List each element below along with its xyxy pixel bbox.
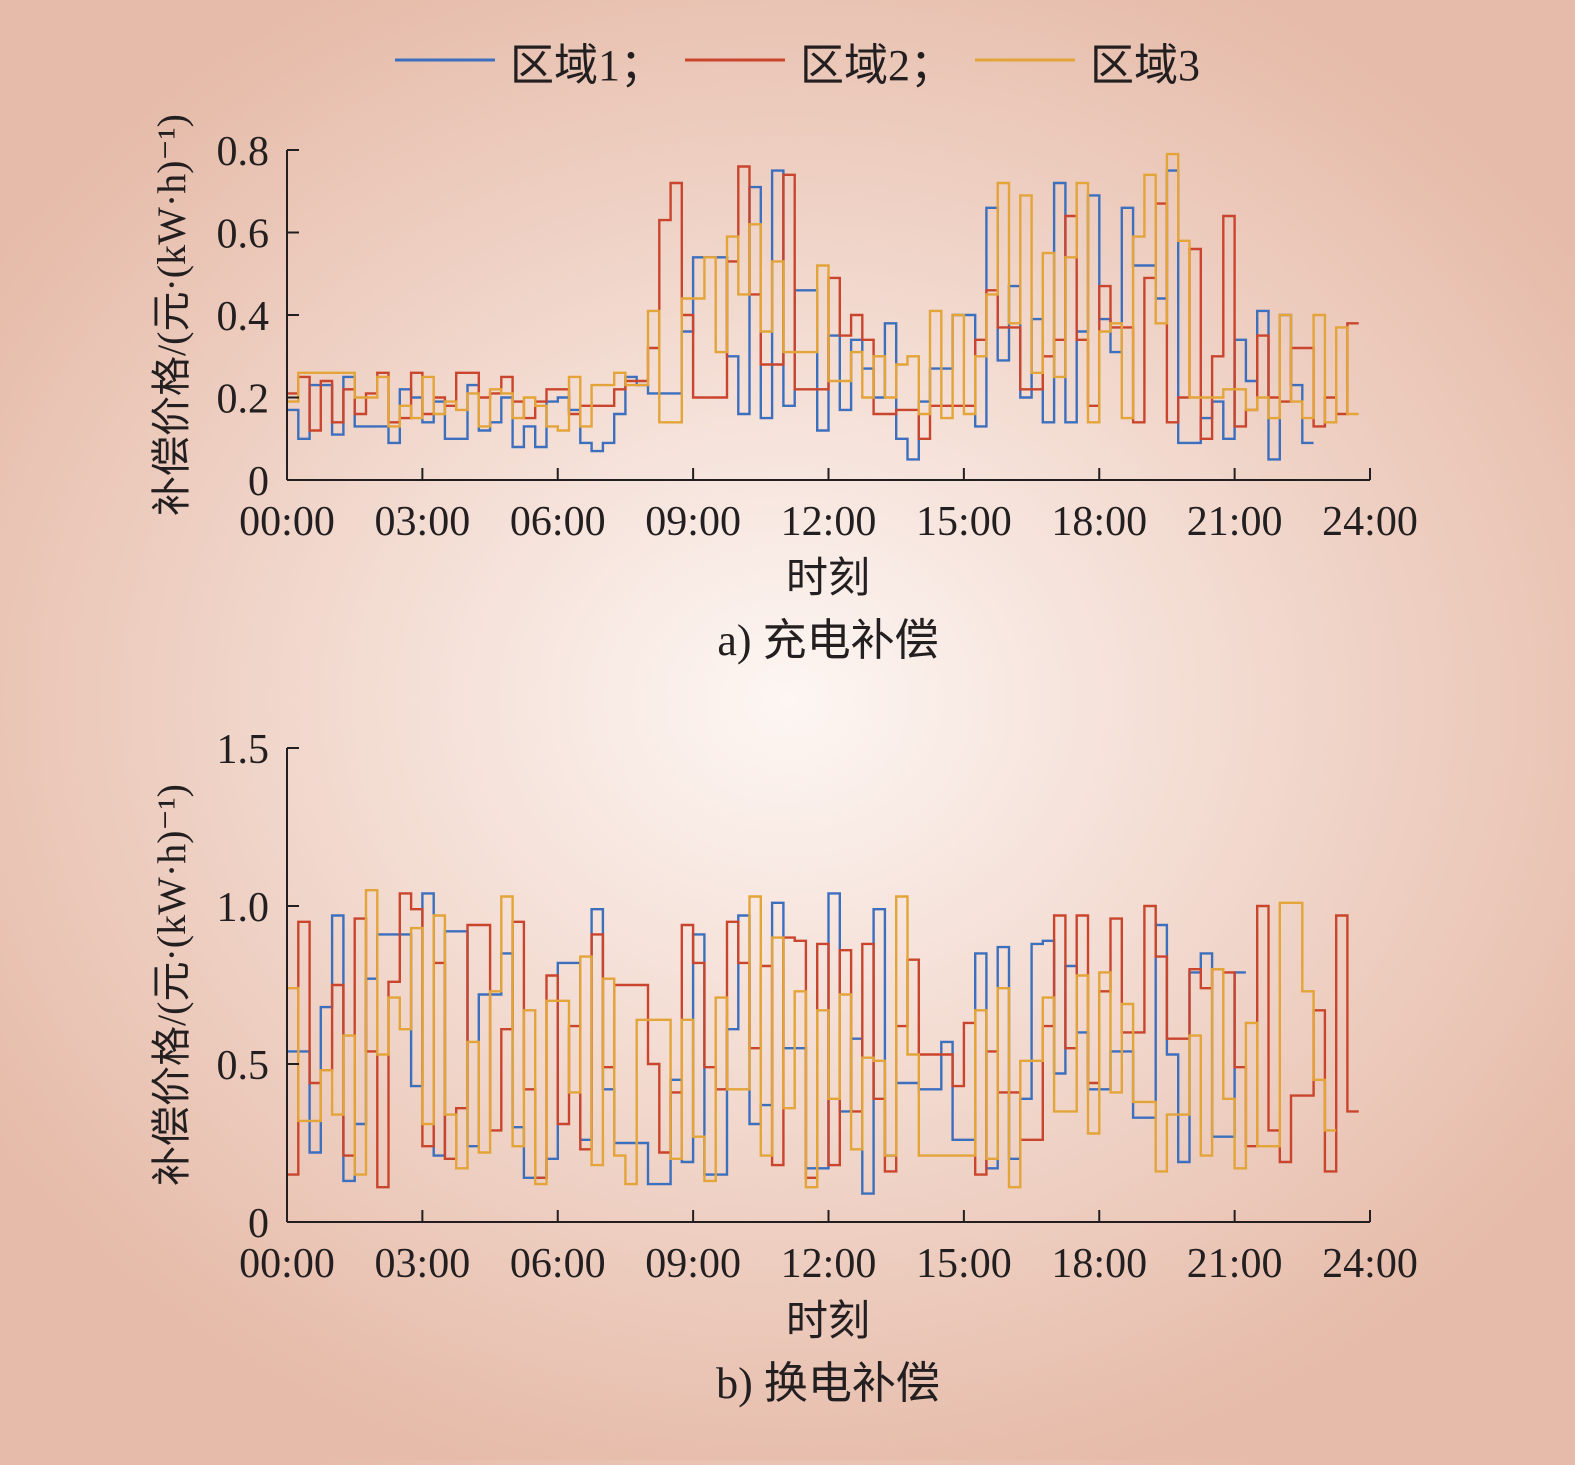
legend-label-region3: 区域3 (1090, 41, 1200, 90)
x-tick-label-swapping: 18:00 (1051, 1241, 1147, 1287)
x-tick-label-swapping: 09:00 (645, 1241, 741, 1287)
tick-labels-swapping: 00:00 03:00 06:00 09:00 12:00 15:00 18:00 21:00… (217, 727, 1418, 1287)
legend: 区域1； 区域2； 区域3 (395, 41, 1200, 90)
y-tick-label-swapping: 0 (248, 1201, 269, 1247)
x-axis-label-charging: 时刻 (786, 556, 870, 602)
y-tick-label-charging: 0.6 (217, 212, 270, 258)
series-layer-charging (287, 152, 1359, 461)
series-line-region1-swapping (287, 892, 1246, 1195)
x-tick-label-charging: 15:00 (916, 499, 1012, 545)
x-tick-label-swapping: 21:00 (1187, 1241, 1283, 1287)
x-tick-label-charging: 18:00 (1051, 499, 1147, 545)
axes-swapping (286, 747, 1371, 1223)
y-tick-label-swapping: 1.0 (217, 885, 270, 931)
y-axis-label-swapping: 补偿价格/(元·(kW·h)⁻¹) (149, 784, 194, 1186)
y-tick-label-swapping: 1.5 (217, 727, 270, 773)
y-tick-label-swapping: 0.5 (217, 1043, 270, 1089)
x-tick-label-charging: 24:00 (1322, 499, 1418, 545)
x-tick-label-swapping: 06:00 (510, 1241, 606, 1287)
series-line-region2-swapping (287, 892, 1359, 1189)
tick-labels-charging: 00:00 03:00 06:00 09:00 12:00 15:00 18:00 21:00… (217, 129, 1418, 545)
x-tick-label-charging: 21:00 (1187, 499, 1283, 545)
x-tick-label-swapping: 15:00 (916, 1241, 1012, 1287)
chart-panel-charging: 00:00 03:00 06:00 09:00 12:00 15:00 18:00 21:00… (149, 114, 1418, 665)
x-tick-label-charging: 00:00 (239, 499, 335, 545)
legend-label-region2: 区域2； (800, 41, 954, 90)
x-tick-label-charging: 09:00 (645, 499, 741, 545)
x-tick-label-charging: 03:00 (375, 499, 471, 545)
series-line-region1-charging (287, 169, 1314, 461)
x-axis-label-swapping: 时刻 (786, 1299, 870, 1345)
y-tick-label-charging: 0.4 (217, 294, 270, 340)
caption-swapping: b) 换电补偿 (716, 1359, 940, 1408)
x-tick-label-charging: 12:00 (781, 499, 877, 545)
x-tick-label-swapping: 03:00 (375, 1241, 471, 1287)
series-line-region3-charging (287, 152, 1359, 432)
y-axis-label-charging: 补偿价格/(元·(kW·h)⁻¹) (149, 114, 194, 516)
x-tick-label-charging: 06:00 (510, 499, 606, 545)
x-tick-label-swapping: 24:00 (1322, 1241, 1418, 1287)
x-tick-label-swapping: 00:00 (239, 1241, 335, 1287)
legend-label-region1: 区域1； (510, 41, 664, 90)
axes-charging (286, 149, 1371, 481)
chart-panel-swapping: 00:00 03:00 06:00 09:00 12:00 15:00 18:00 21:00… (149, 727, 1418, 1408)
caption-charging: a) 充电补偿 (717, 616, 938, 665)
y-tick-label-charging: 0.2 (217, 377, 270, 423)
y-tick-label-charging: 0.8 (217, 129, 270, 175)
series-layer-swapping (287, 889, 1359, 1195)
series-line-region3-swapping (287, 889, 1337, 1189)
y-tick-label-charging: 0 (248, 459, 269, 505)
x-tick-label-swapping: 12:00 (781, 1241, 877, 1287)
